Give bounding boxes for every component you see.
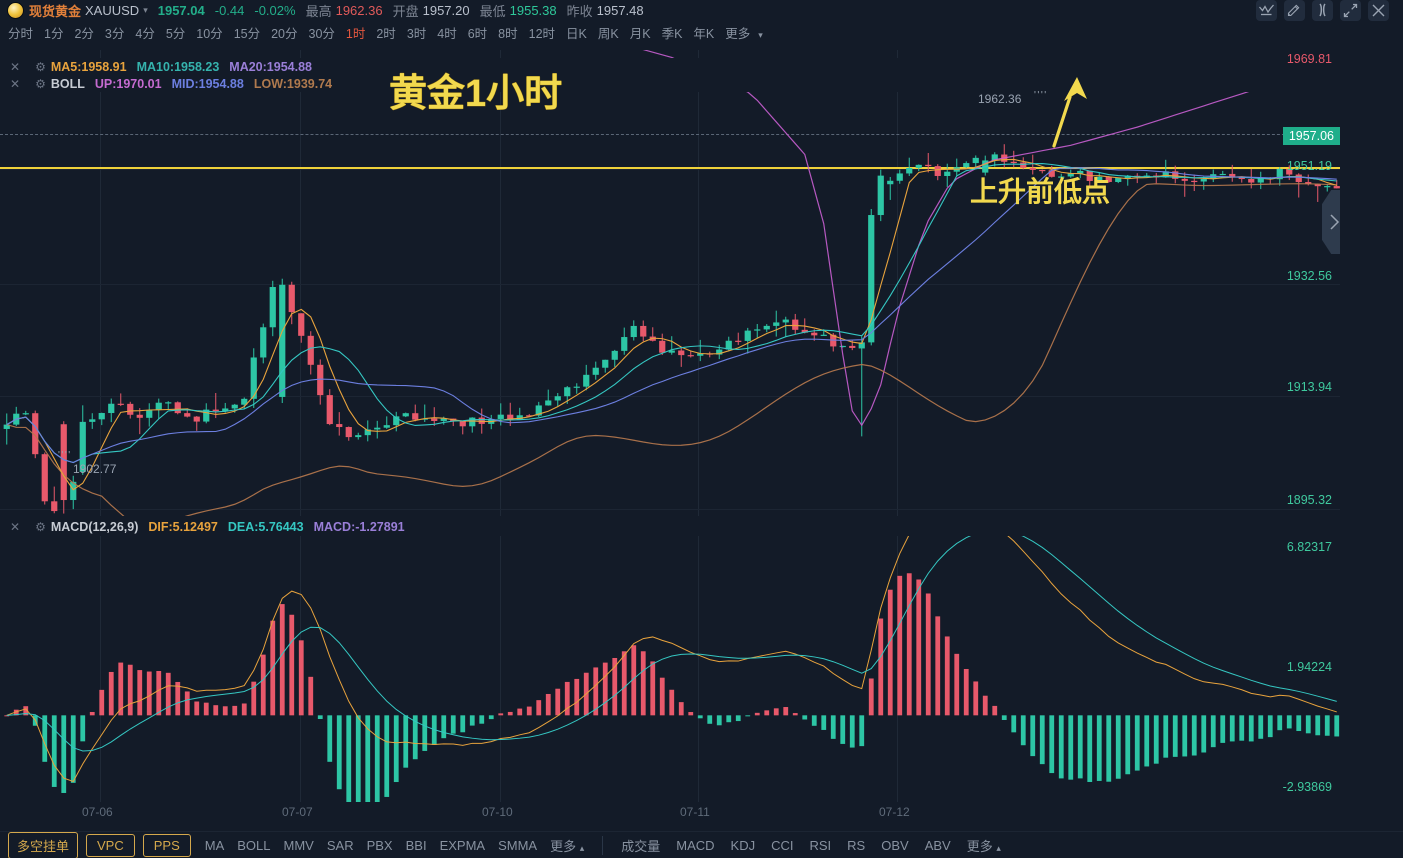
svg-text:黄金1小时: 黄金1小时 xyxy=(389,72,562,115)
